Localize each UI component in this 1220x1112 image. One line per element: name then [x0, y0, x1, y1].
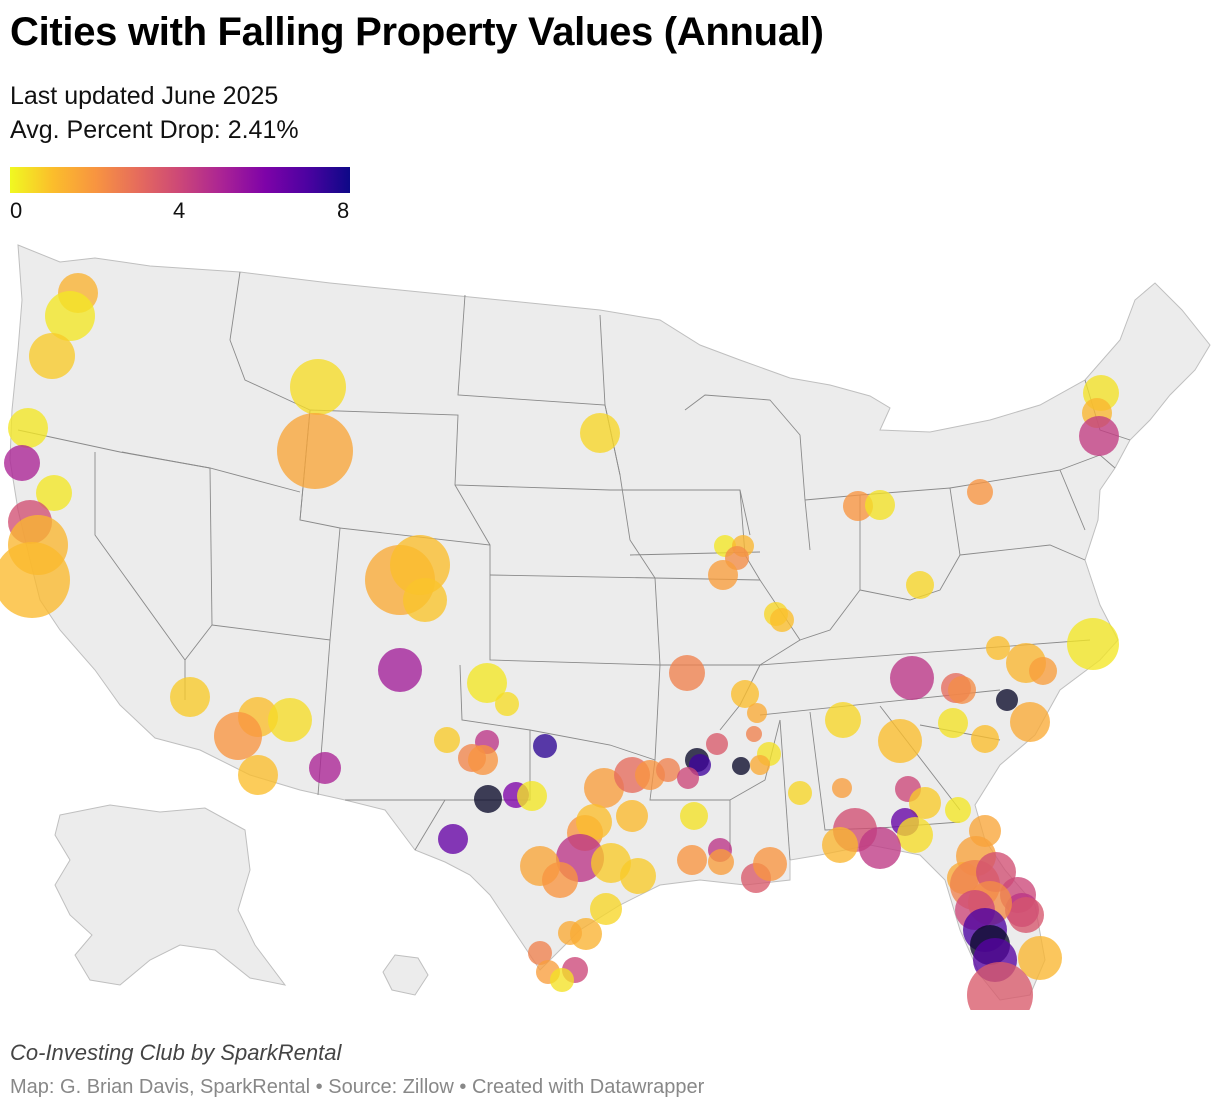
- city-marker[interactable]: [890, 656, 934, 700]
- city-marker[interactable]: [29, 333, 75, 379]
- city-marker[interactable]: [4, 445, 40, 481]
- city-marker[interactable]: [669, 655, 705, 691]
- city-marker[interactable]: [438, 824, 468, 854]
- city-marker[interactable]: [8, 408, 48, 448]
- city-marker[interactable]: [403, 578, 447, 622]
- city-marker[interactable]: [309, 752, 341, 784]
- city-marker[interactable]: [238, 755, 278, 795]
- alaska-shape: [54, 804, 287, 986]
- city-marker[interactable]: [550, 968, 574, 992]
- city-marker[interactable]: [590, 893, 622, 925]
- city-marker[interactable]: [36, 475, 72, 511]
- city-marker[interactable]: [378, 648, 422, 692]
- city-marker[interactable]: [770, 608, 794, 632]
- city-marker[interactable]: [878, 719, 922, 763]
- city-marker[interactable]: [1018, 936, 1062, 980]
- city-marker[interactable]: [542, 862, 578, 898]
- city-marker[interactable]: [708, 849, 734, 875]
- hawaii-shape: [382, 954, 429, 996]
- city-marker[interactable]: [865, 490, 895, 520]
- city-marker[interactable]: [580, 413, 620, 453]
- city-marker[interactable]: [996, 689, 1018, 711]
- city-marker[interactable]: [214, 712, 262, 760]
- city-marker[interactable]: [1010, 702, 1050, 742]
- city-marker[interactable]: [1079, 416, 1119, 456]
- source-text: Map: G. Brian Davis, SparkRental • Sourc…: [10, 1076, 705, 1098]
- city-marker[interactable]: [859, 827, 901, 869]
- city-marker[interactable]: [909, 787, 941, 819]
- city-marker[interactable]: [897, 817, 933, 853]
- city-marker[interactable]: [434, 727, 460, 753]
- city-marker[interactable]: [517, 781, 547, 811]
- city-marker[interactable]: [706, 733, 728, 755]
- city-marker[interactable]: [467, 663, 507, 703]
- city-marker[interactable]: [677, 845, 707, 875]
- city-marker[interactable]: [495, 692, 519, 716]
- city-marker[interactable]: [832, 778, 852, 798]
- city-marker[interactable]: [788, 781, 812, 805]
- city-marker[interactable]: [533, 734, 557, 758]
- legend-tick-mid: 4: [173, 198, 186, 223]
- city-marker[interactable]: [986, 636, 1010, 660]
- us-map[interactable]: [0, 220, 1220, 1010]
- legend-tick-min: 0: [10, 198, 23, 223]
- city-marker[interactable]: [731, 680, 759, 708]
- city-markers[interactable]: [0, 273, 1119, 1010]
- city-marker[interactable]: [753, 847, 787, 881]
- city-marker[interactable]: [680, 802, 708, 830]
- city-marker[interactable]: [45, 291, 95, 341]
- map-title: Cities with Falling Property Values (Ann…: [10, 10, 824, 54]
- last-updated-text: Last updated June 2025: [10, 82, 279, 110]
- city-marker[interactable]: [528, 941, 552, 965]
- city-marker[interactable]: [843, 491, 873, 521]
- city-marker[interactable]: [746, 726, 762, 742]
- city-marker[interactable]: [747, 703, 767, 723]
- city-marker[interactable]: [677, 767, 699, 789]
- city-marker[interactable]: [277, 413, 353, 489]
- city-marker[interactable]: [1008, 897, 1044, 933]
- city-marker[interactable]: [967, 962, 1033, 1010]
- city-marker[interactable]: [967, 479, 993, 505]
- credit-text: Co-Investing Club by SparkRental: [10, 1040, 342, 1065]
- city-marker[interactable]: [1029, 657, 1057, 685]
- city-marker[interactable]: [938, 708, 968, 738]
- color-legend-bar: [10, 167, 350, 193]
- city-marker[interactable]: [268, 698, 312, 742]
- city-marker[interactable]: [708, 560, 738, 590]
- city-marker[interactable]: [825, 702, 861, 738]
- city-marker[interactable]: [474, 785, 502, 813]
- average-drop-text: Avg. Percent Drop: 2.41%: [10, 116, 299, 144]
- city-marker[interactable]: [620, 858, 656, 894]
- city-marker[interactable]: [576, 804, 612, 840]
- city-marker[interactable]: [1067, 618, 1119, 670]
- city-marker[interactable]: [290, 359, 346, 415]
- city-marker[interactable]: [732, 757, 750, 775]
- city-marker[interactable]: [558, 921, 582, 945]
- city-marker[interactable]: [948, 676, 976, 704]
- city-marker[interactable]: [906, 571, 934, 599]
- city-marker[interactable]: [971, 725, 999, 753]
- city-marker[interactable]: [170, 677, 210, 717]
- legend-tick-max: 8: [337, 198, 350, 223]
- city-marker[interactable]: [750, 755, 770, 775]
- city-marker[interactable]: [468, 745, 498, 775]
- city-marker[interactable]: [584, 768, 624, 808]
- city-marker[interactable]: [945, 797, 971, 823]
- city-marker[interactable]: [616, 800, 648, 832]
- city-marker[interactable]: [0, 542, 70, 618]
- city-marker[interactable]: [656, 758, 680, 782]
- city-marker[interactable]: [822, 827, 858, 863]
- city-marker[interactable]: [390, 535, 450, 595]
